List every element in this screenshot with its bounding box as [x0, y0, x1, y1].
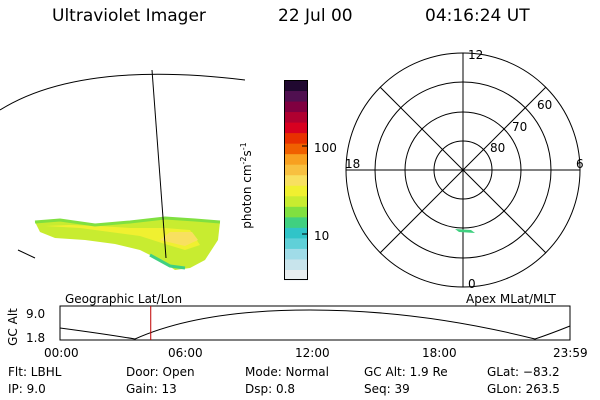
- colorbar-segment: [284, 101, 308, 113]
- info-seq: Seq: 39: [364, 382, 410, 396]
- mlt-label-12: 12: [468, 48, 484, 62]
- colorbar-segment: [284, 185, 308, 197]
- mlt-label-6: 6: [576, 157, 584, 171]
- time-tick-12: 12:00: [295, 346, 330, 360]
- time-tick-0: 00:00: [44, 346, 79, 360]
- colorbar-segment: [284, 237, 308, 249]
- colorbar-segment: [284, 216, 308, 228]
- info-gc-alt: GC Alt: 1.9 Re: [364, 365, 448, 379]
- info-gain: Gain: 13: [126, 382, 177, 396]
- mlat-label-80: 80: [490, 141, 506, 155]
- altitude-timeline-plot: [59, 305, 571, 341]
- colorbar-segment: [284, 153, 308, 165]
- gc-alt-tick-high: 9.0: [26, 307, 46, 321]
- gc-alt-tick-low: 1.8: [26, 331, 46, 345]
- colorbar-segment: [284, 174, 308, 186]
- info-glat: GLat: −83.2: [487, 365, 560, 379]
- info-door: Door: Open: [126, 365, 195, 379]
- colorbar-segment: [284, 143, 308, 155]
- colorbar-segment: [284, 80, 308, 92]
- colorbar-segment: [284, 164, 308, 176]
- mlt-label-18: 18: [345, 157, 361, 171]
- colorbar-segment: [284, 206, 308, 218]
- geographic-lat-lon-label: Geographic Lat/Lon: [65, 292, 183, 306]
- colorbar-tick-10: 10: [314, 229, 330, 243]
- mlt-label-0: 0: [468, 277, 476, 291]
- apex-mlat-mlt-label: Apex MLat/MLT: [466, 292, 556, 306]
- colorbar-segment: [284, 195, 308, 207]
- colorbar-tick-100: 100: [314, 141, 337, 155]
- mlat-label-70: 70: [512, 120, 528, 134]
- geographic-image-panel: [0, 69, 246, 270]
- instrument-title: Ultraviolet Imager: [52, 6, 206, 26]
- time-label: 04:16:24 UT: [425, 6, 530, 26]
- date-label: 22 Jul 00: [278, 6, 353, 26]
- colorbar-segment: [284, 248, 308, 260]
- colorbar-segment: [284, 258, 308, 270]
- info-glon: GLon: 263.5: [487, 382, 560, 396]
- info-dsp: Dsp: 0.8: [245, 382, 296, 396]
- colorbar-segment: [284, 269, 308, 281]
- info-mode: Mode: Normal: [245, 365, 329, 379]
- colorbar-segment: [284, 122, 308, 134]
- colorbar-unit-label: photon cm-2s-1: [238, 142, 254, 229]
- info-flt: Flt: LBHL: [8, 365, 62, 379]
- colorbar-segment: [284, 90, 308, 102]
- mlat-label-60: 60: [537, 98, 553, 112]
- time-tick-end: 23:59: [553, 346, 588, 360]
- gc-alt-axis-label: GC Alt: [5, 308, 20, 346]
- color-scale-bar: [284, 80, 308, 281]
- time-tick-6: 06:00: [168, 346, 203, 360]
- colorbar-segment: [284, 111, 308, 123]
- time-tick-18: 18:00: [422, 346, 457, 360]
- colorbar-segment: [284, 132, 308, 144]
- polar-mlat-mlt-plot: [345, 52, 581, 288]
- colorbar-segment: [284, 227, 308, 239]
- info-ip: IP: 9.0: [8, 382, 46, 396]
